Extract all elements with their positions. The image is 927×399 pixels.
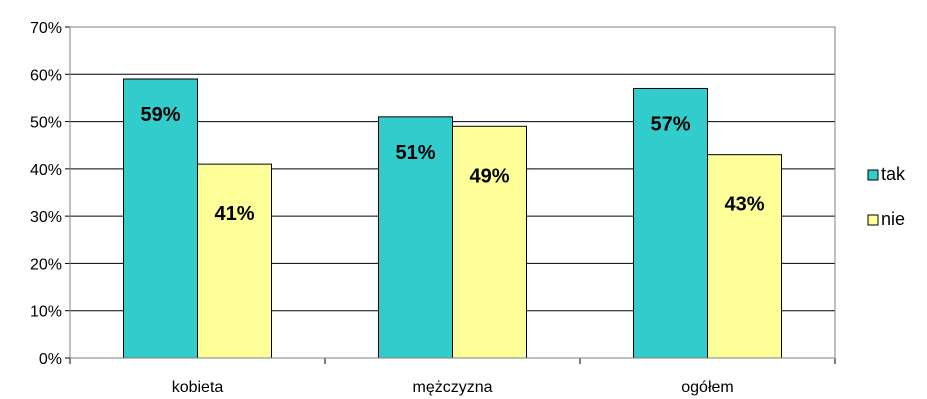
y-tick-label: 40% xyxy=(30,162,62,179)
plot-area-border xyxy=(69,26,836,359)
y-axis: 0% 10% 20% 30% 40% 50% 60% 70% xyxy=(30,20,71,368)
y-tick-label: 20% xyxy=(30,256,62,273)
data-label: 57% xyxy=(650,113,690,135)
x-axis: kobieta mężczyzna ogółem xyxy=(69,357,836,396)
y-tick-label: 0% xyxy=(39,351,62,368)
bar-nie-0 xyxy=(197,163,272,359)
data-label: 41% xyxy=(214,203,254,225)
bar-tak-0 xyxy=(123,78,198,359)
y-tick-label: 10% xyxy=(30,304,62,321)
legend-swatch-nie xyxy=(867,214,879,226)
x-tick-label: kobieta xyxy=(172,379,224,396)
legend: tak nie xyxy=(867,164,906,229)
legend-label-nie: nie xyxy=(881,209,905,229)
bar-nie-1 xyxy=(452,125,527,359)
data-label: 51% xyxy=(395,142,435,164)
bar-tak-2 xyxy=(633,87,708,359)
data-label: 49% xyxy=(469,165,509,187)
y-tick-label: 70% xyxy=(30,20,62,37)
bars xyxy=(123,78,782,359)
legend-swatch-tak xyxy=(867,169,879,181)
x-tick-label: ogółem xyxy=(681,379,733,396)
data-label: 43% xyxy=(724,194,764,216)
x-tick-label: mężczyzna xyxy=(412,379,492,396)
data-labels: 59% 41% 51% 49% 57% 43% xyxy=(140,104,764,225)
bar-nie-2 xyxy=(707,154,782,359)
legend-label-tak: tak xyxy=(881,164,906,184)
y-tick-label: 60% xyxy=(30,67,62,84)
data-label: 59% xyxy=(140,104,180,126)
y-tick-label: 50% xyxy=(30,115,62,132)
y-tick-label: 30% xyxy=(30,209,62,226)
